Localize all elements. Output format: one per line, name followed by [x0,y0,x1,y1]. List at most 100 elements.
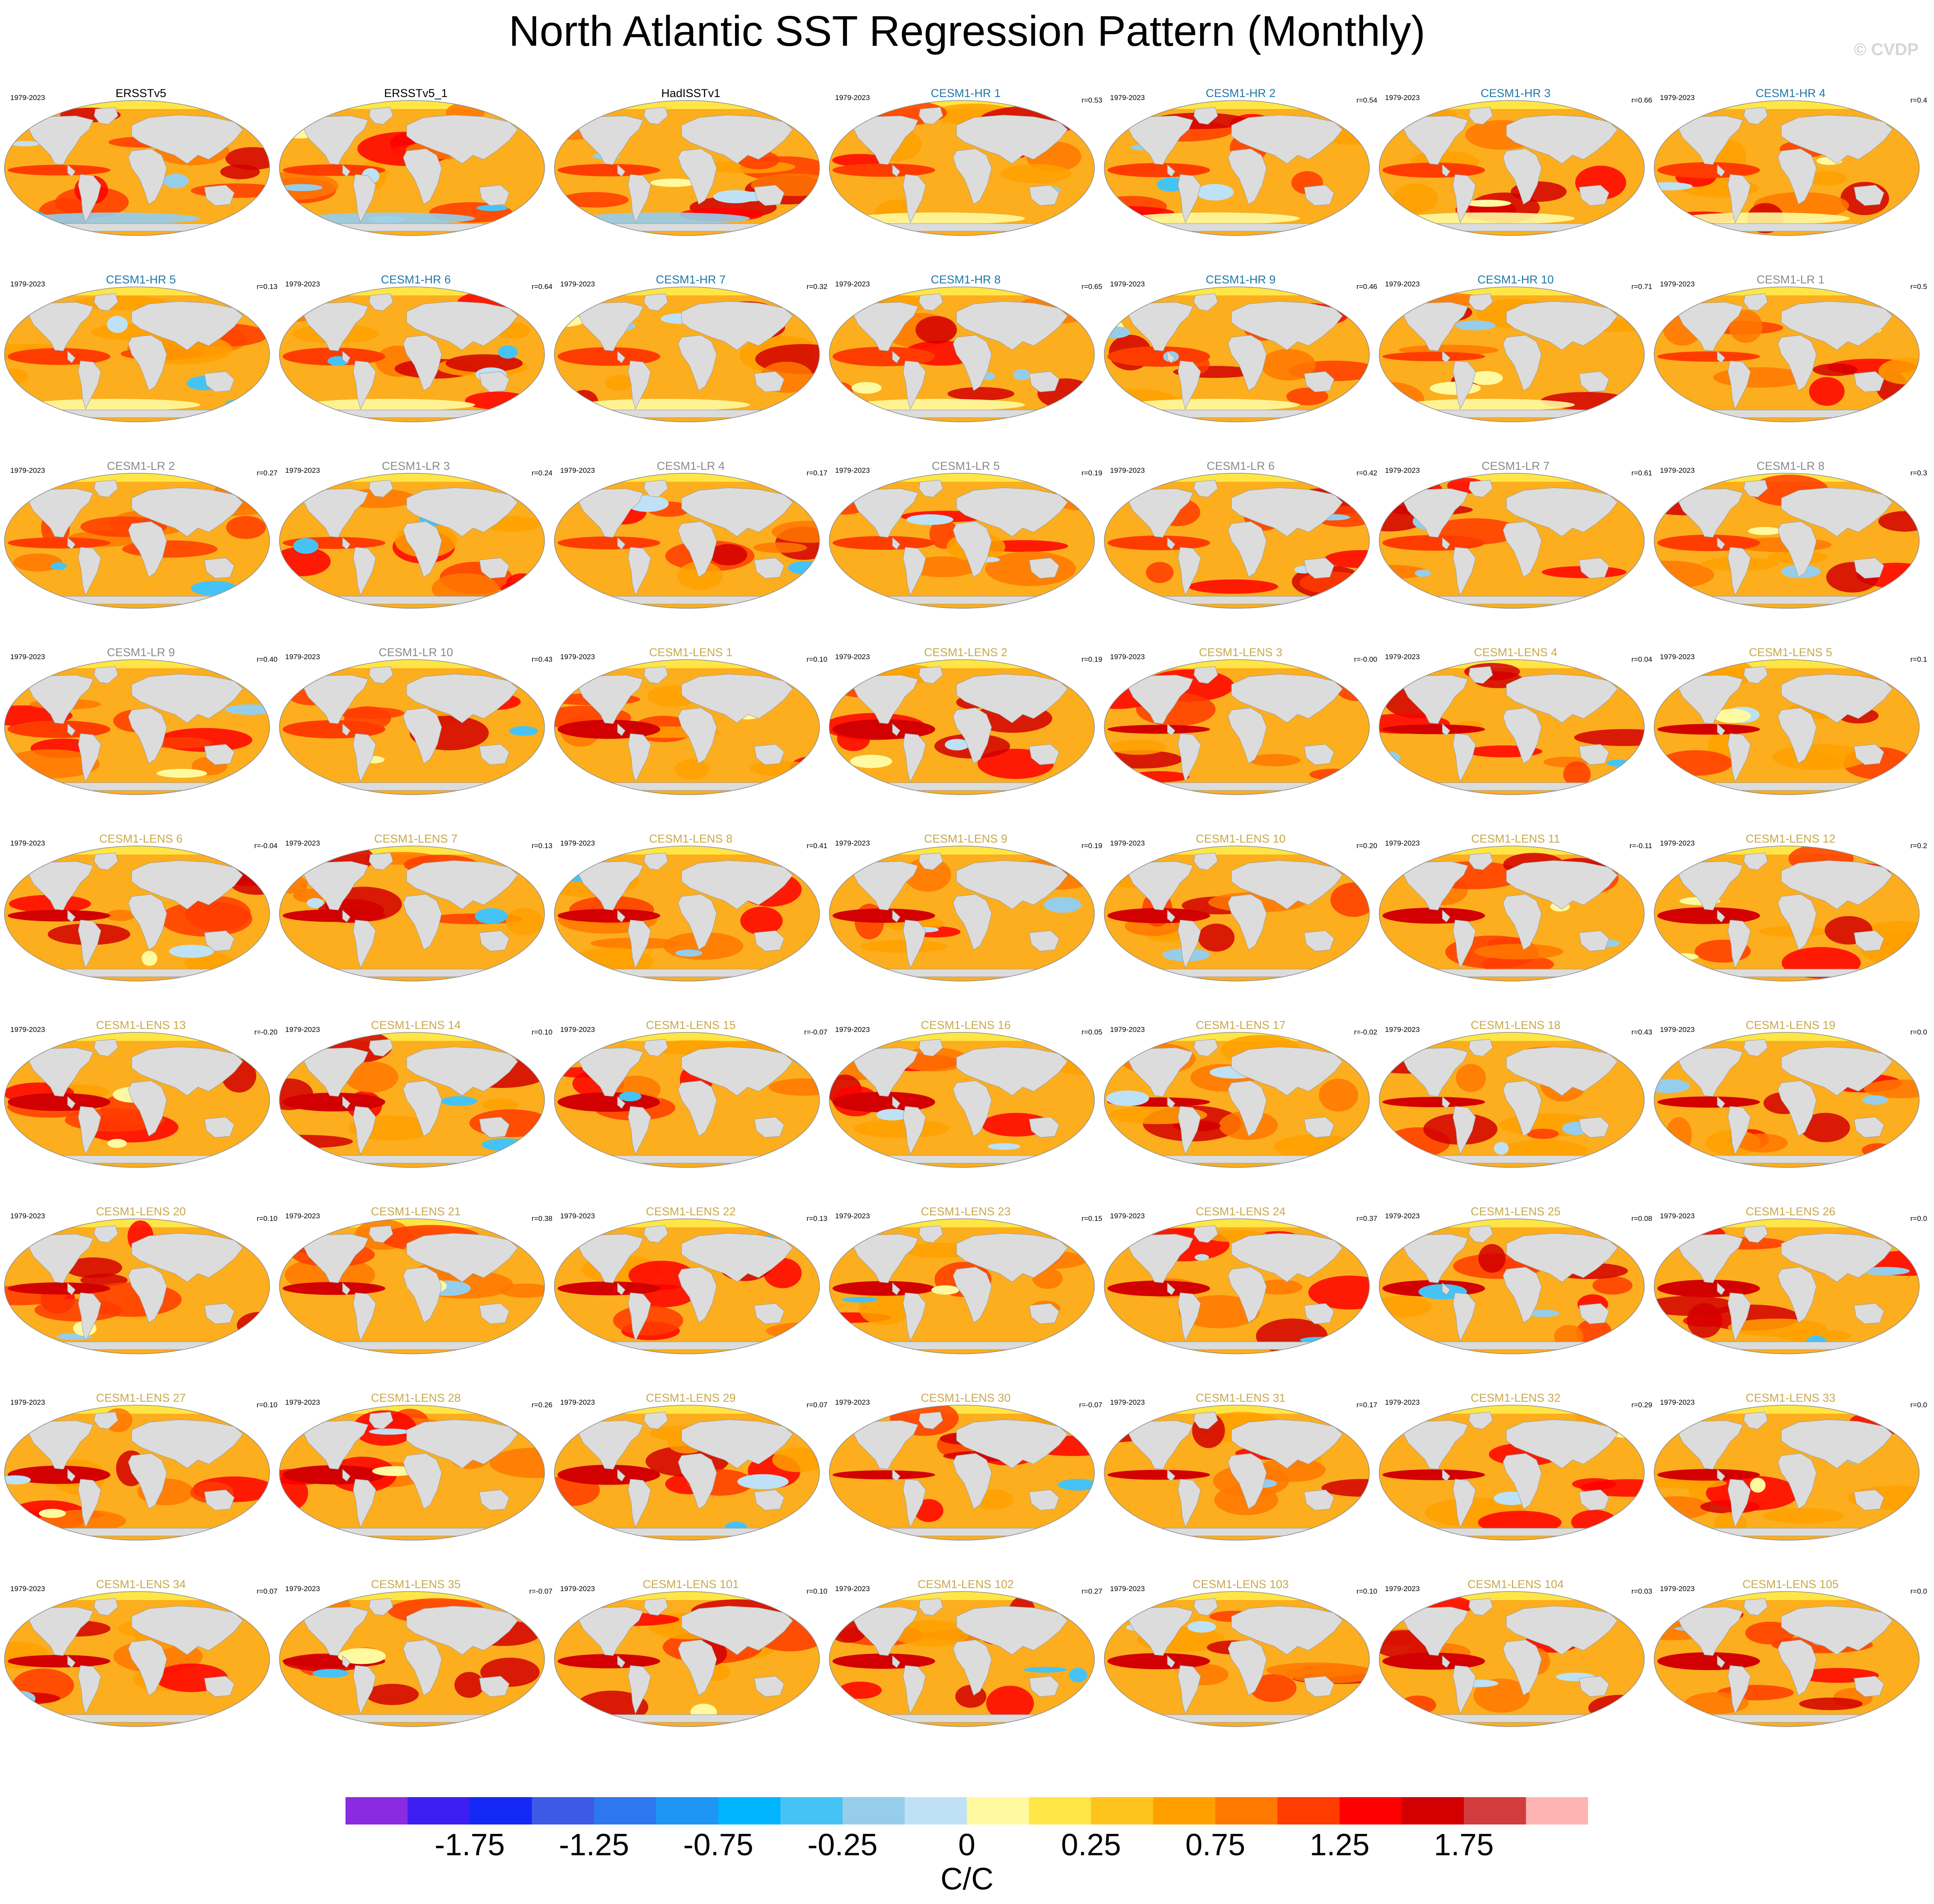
page-title: North Atlantic SST Regression Pattern (M… [508,7,1426,55]
map-outline [554,286,820,422]
land-mass [369,107,393,125]
land-mass [644,480,668,498]
land-mass [1781,301,1893,351]
arctic-band [829,287,1095,295]
land-mass [681,301,793,351]
negative-anomaly-region [169,945,214,958]
land-mass [67,1655,76,1668]
negative-anomaly-region [1196,184,1234,200]
map-outline [279,100,545,236]
map-outline [829,659,1095,795]
land-mass [1178,360,1201,410]
panel-r-value: r=0.1 [1910,655,1927,663]
robinson-map [829,100,1095,236]
robinson-map [1653,100,1920,236]
land-mass [479,1303,510,1324]
colorbar-swatch [718,1797,781,1824]
land-mass [128,521,167,578]
land-mass [1727,1292,1751,1342]
land-mass [1128,1047,1193,1097]
panel-period: 1979-2023 [285,1398,320,1406]
map-panel: CESM1-HR 5 1979-2023 r=0.13 [3,273,278,460]
land-mass [678,148,717,205]
panel-title: CESM1-LR 3 [381,460,450,472]
land-mass [1228,1080,1267,1137]
land-mass [918,1039,943,1057]
colorbar-tick-label: 1.25 [1309,1828,1370,1862]
land-mass [1231,487,1343,537]
land-mass [1178,174,1201,224]
panel-title: ERSSTv5_1 [384,87,448,100]
land-mass [1503,707,1542,764]
land-mass [628,360,651,410]
land-mass [369,852,393,870]
land-mass [754,1303,785,1324]
land-mass [1231,115,1343,164]
land-mass [1717,1468,1725,1482]
land-mass [1781,1233,1893,1282]
panel-r-value: r=0.5 [1910,283,1927,291]
land-mass [1677,1420,1743,1470]
land-mass [1677,302,1743,351]
land-mass [1579,1489,1609,1511]
equatorial-pacific-anomaly [1107,1470,1210,1480]
panel-r-value: r=0.38 [531,1214,552,1223]
land-mass [903,1106,926,1155]
map-outline [554,100,820,236]
map-panel: HadISSTv1 [553,87,828,273]
robinson-map [1104,473,1370,609]
land-mass [342,1096,351,1109]
land-mass [353,1106,376,1155]
panel-period: 1979-2023 [1385,1585,1420,1593]
panel-title: CESM1-LENS 11 [1471,832,1560,845]
land-mass [628,920,651,969]
land-mass [1193,480,1218,498]
map-panel: CESM1-LENS 27 1979-2023 r=0.10 [3,1391,278,1578]
panel-r-value: r=-0.07 [1079,1401,1102,1409]
panel-period: 1979-2023 [10,1212,45,1220]
land-mass [303,1234,369,1283]
anomaly-region [1146,562,1174,583]
anomaly-region [740,906,783,935]
equatorial-pacific-anomaly [8,537,110,548]
map-outline [4,100,270,236]
panel-r-value: r=0.27 [257,469,278,477]
map-panel: CESM1-LR 10 1979-2023 r=0.43 [278,646,553,832]
map-panel: CESM1-LENS 4 1979-2023 r=0.04 [1378,646,1653,832]
land-mass [353,920,376,969]
negative-anomaly-region [1469,371,1503,385]
negative-anomaly-region [481,1138,532,1151]
land-mass [918,107,943,125]
equatorial-pacific-anomaly [1382,908,1485,924]
map-outline [4,1591,270,1727]
land-mass [853,115,918,165]
arctic-band [4,1405,270,1414]
equatorial-pacific-anomaly [558,1654,660,1668]
anomaly-region [1198,923,1235,952]
anomaly-region [1806,171,1847,186]
panel-period: 1979-2023 [835,1398,870,1406]
arctic-band [1654,287,1919,295]
panel-title: CESM1-LR 2 [106,460,175,472]
land-mass [617,350,626,363]
land-mass [1178,733,1201,783]
anomaly-region [64,1257,122,1278]
negative-anomaly-region [107,315,128,333]
arctic-band [1104,1219,1370,1227]
anomaly-region [1563,761,1591,787]
land-mass [1579,930,1609,952]
colorbar-swatch [1215,1797,1278,1824]
anomaly-region [499,1283,545,1298]
colorbar-swatch [345,1797,408,1824]
map-panel: CESM1-LR 2 1979-2023 r=0.27 [3,460,278,646]
land-mass [1781,115,1893,164]
arctic-band [554,473,820,482]
panel-period: 1979-2023 [835,1212,870,1220]
panel-title: CESM1-HR 1 [930,87,1001,100]
robinson-map [1653,659,1920,795]
arctic-band [279,1592,545,1600]
arctic-band [554,660,820,668]
equatorial-pacific-anomaly [8,910,110,922]
land-mass [853,675,918,724]
map-panel: CESM1-LENS 34 1979-2023 r=0.07 [3,1578,278,1764]
